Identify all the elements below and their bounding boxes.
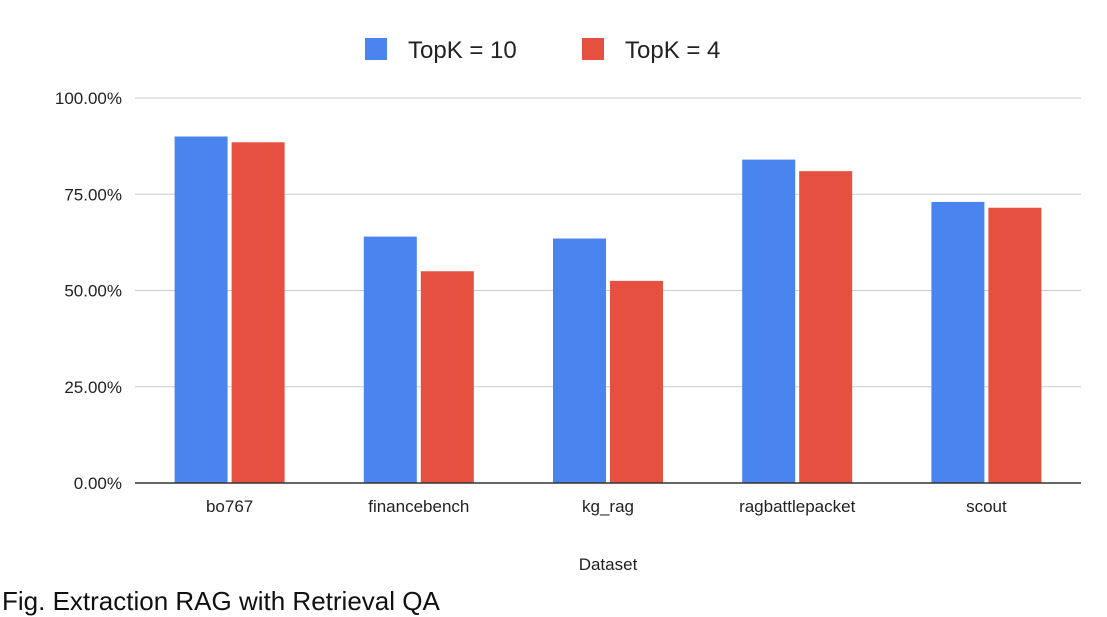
bar-kg_rag-series-1: [553, 238, 606, 483]
legend-swatch: [582, 38, 604, 60]
y-tick-label: 100.00%: [55, 89, 122, 108]
y-tick-label: 0.00%: [74, 474, 122, 493]
y-axis-tick-labels: 0.00% 25.00% 50.00% 75.00% 100.00%: [55, 89, 122, 493]
x-axis-category-labels: bo767 financebench kg_rag ragbattlepacket sc…: [206, 497, 1007, 516]
x-category-label: ragbattlepacket: [739, 497, 856, 516]
figure-caption: Fig. Extraction RAG with Retrieval QA: [2, 586, 440, 616]
legend: TopK = 10 TopK = 4: [365, 37, 720, 64]
x-category-label: scout: [966, 497, 1007, 516]
bar-ragbattlepacket-series-1: [742, 159, 796, 483]
y-tick-label: 75.00%: [64, 185, 122, 204]
x-category-label: bo767: [206, 497, 253, 516]
x-category-label: kg_rag: [582, 497, 634, 516]
y-tick-label: 50.00%: [64, 282, 122, 301]
x-category-label: financebench: [368, 497, 469, 516]
legend-label: TopK = 10: [408, 37, 517, 64]
y-tick-label: 25.00%: [64, 378, 122, 397]
bar-scout-series-1: [931, 201, 985, 483]
legend-label: TopK = 4: [625, 37, 720, 64]
bar-bo767-series-1: [174, 136, 228, 483]
x-axis-title: Dataset: [579, 555, 638, 574]
legend-swatch: [365, 38, 387, 60]
bar-ragbattlepacket-series-2: [799, 171, 853, 483]
gridlines: [135, 97, 1081, 388]
bar-financebench-series-1: [363, 236, 417, 483]
bars: [174, 136, 1042, 483]
bar-bo767-series-2: [231, 142, 285, 483]
bar-scout-series-2: [988, 207, 1042, 483]
bar-kg_rag-series-2: [610, 280, 663, 483]
bar-financebench-series-2: [420, 271, 474, 483]
